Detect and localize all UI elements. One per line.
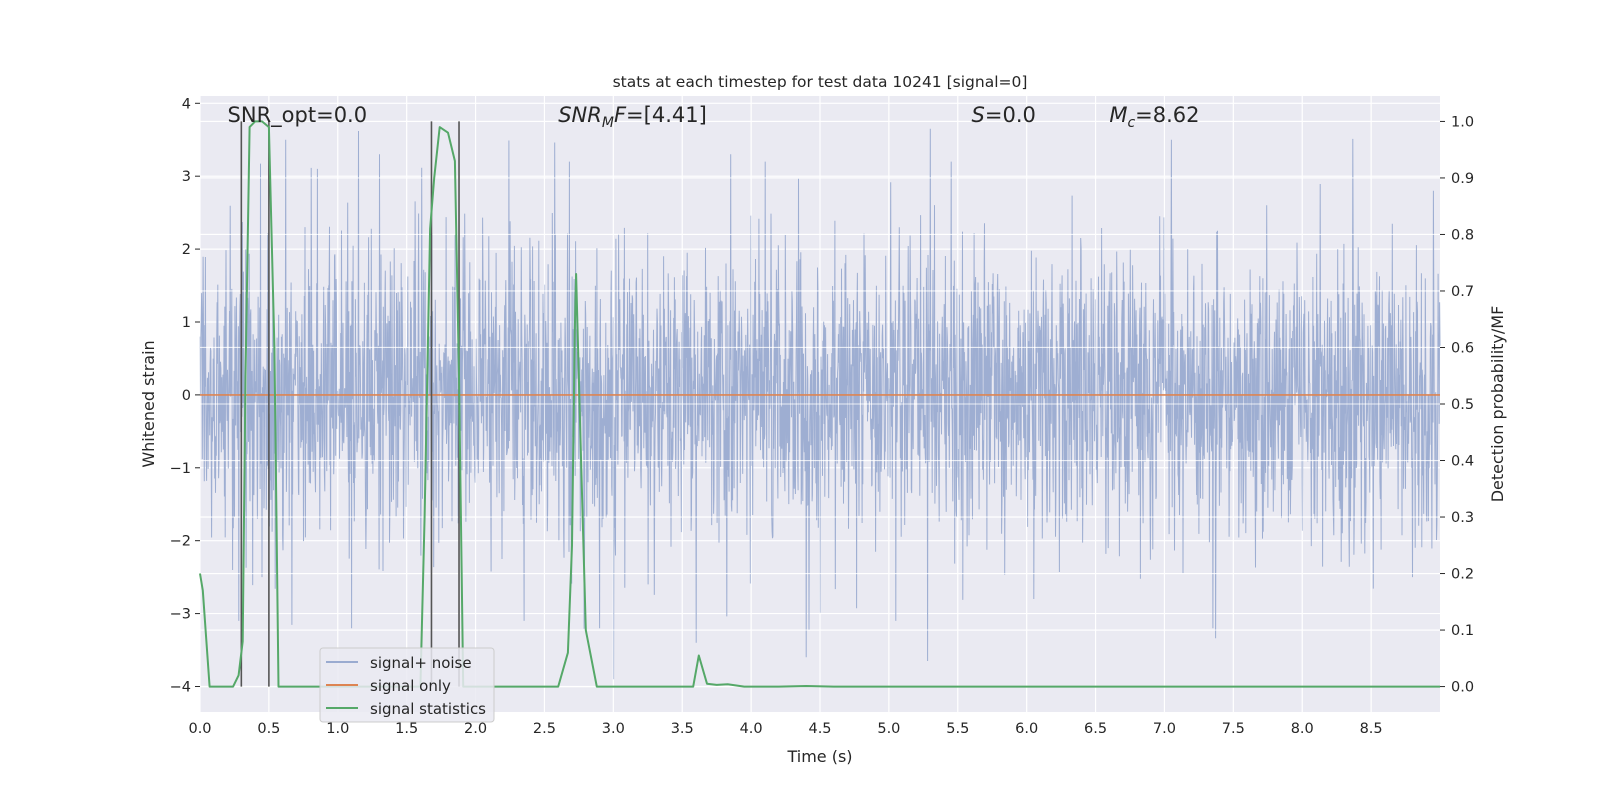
x-tick-label: 8.5 (1360, 721, 1383, 737)
y-tick-label: −2 (170, 534, 191, 550)
x-tick-label: 2.0 (464, 721, 487, 737)
y-tick-label: 4 (182, 96, 191, 112)
y-axis-label: Whitened strain (139, 340, 158, 467)
legend: signal+ noise signal only signal statist… (319, 647, 495, 723)
y-right-axis-label: Detection probability/MF (1488, 306, 1507, 503)
legend-label-signal: signal only (370, 677, 451, 695)
y-right-tick-label: 0.7 (1451, 284, 1474, 300)
y-tick-label: 3 (182, 169, 191, 185)
y-right-tick-label: 0.5 (1451, 397, 1474, 413)
x-tick-label: 5.0 (877, 721, 900, 737)
x-tick-labels: 0.0 0.5 1.0 1.5 2.0 2.5 3.0 3.5 4.0 4.5 5.0 5.5 6.0 6… (188, 721, 1382, 737)
y-right-tick-label: 0.0 (1451, 680, 1474, 696)
x-tick-label: 0.0 (188, 721, 211, 737)
x-tick-label: 1.5 (395, 721, 418, 737)
y-tick-label: 1 (182, 315, 191, 331)
y-right-tick-label: 0.6 (1451, 340, 1474, 356)
noise-series (199, 96, 1441, 712)
annotation-text: SNRMF=[4.41] (558, 103, 707, 131)
x-tick-label: 4.0 (740, 721, 763, 737)
y-tick-label: 2 (182, 242, 191, 258)
x-tick-label: 3.0 (602, 721, 625, 737)
x-tick-label: 8.0 (1291, 721, 1314, 737)
y-right-tick-label: 0.8 (1451, 227, 1474, 243)
legend-box (319, 647, 495, 723)
noise-series-line (199, 128, 1441, 680)
x-tick-label: 2.5 (533, 721, 556, 737)
x-tick-label: 6.5 (1084, 721, 1107, 737)
x-tick-label: 4.5 (808, 721, 831, 737)
y-right-tick-label: 1.0 (1451, 114, 1474, 130)
x-tick-label: 5.5 (946, 721, 969, 737)
chart-title: stats at each timestep for test data 102… (613, 73, 1028, 91)
annotation-text: SNR_opt=0.0 (228, 103, 368, 128)
legend-label-statistics: signal statistics (370, 700, 486, 718)
annotations: SNR_opt=0.0 SNRMF=[4.41] S=0.0 Mc=8.62 (228, 103, 1200, 131)
y-right-tick-label: 0.3 (1451, 510, 1474, 526)
annotation-text: S=0.0 (972, 103, 1036, 127)
x-tick-label: 7.0 (1153, 721, 1176, 737)
y-right-tick-label: 0.2 (1451, 567, 1474, 583)
x-tick-label: 6.0 (1015, 721, 1038, 737)
x-tick-label: 1.0 (326, 721, 349, 737)
y-right-tick-label: 0.9 (1451, 171, 1474, 187)
y-tick-label: −4 (170, 679, 191, 695)
y-tick-label: −3 (170, 607, 191, 623)
x-tick-label: 0.5 (257, 721, 280, 737)
y-right-tick-label: 0.4 (1451, 454, 1474, 470)
y-tick-labels: 4 3 2 1 0 −1 −2 −3 −4 (170, 96, 200, 695)
x-axis-label: Time (s) (786, 747, 852, 766)
x-tick-label: 7.5 (1222, 721, 1245, 737)
x-tick-label: 3.5 (671, 721, 694, 737)
annotation-text: Mc=8.62 (1109, 103, 1199, 131)
y-tick-label: −1 (170, 461, 191, 477)
legend-label-noise: signal+ noise (370, 654, 472, 672)
y-tick-label: 0 (182, 388, 191, 404)
y-right-tick-label: 0.1 (1451, 623, 1474, 639)
y-right-tick-labels: 1.0 0.9 0.8 0.7 0.6 0.5 0.4 0.3 0.2 0.1 0.0 (1440, 114, 1474, 696)
